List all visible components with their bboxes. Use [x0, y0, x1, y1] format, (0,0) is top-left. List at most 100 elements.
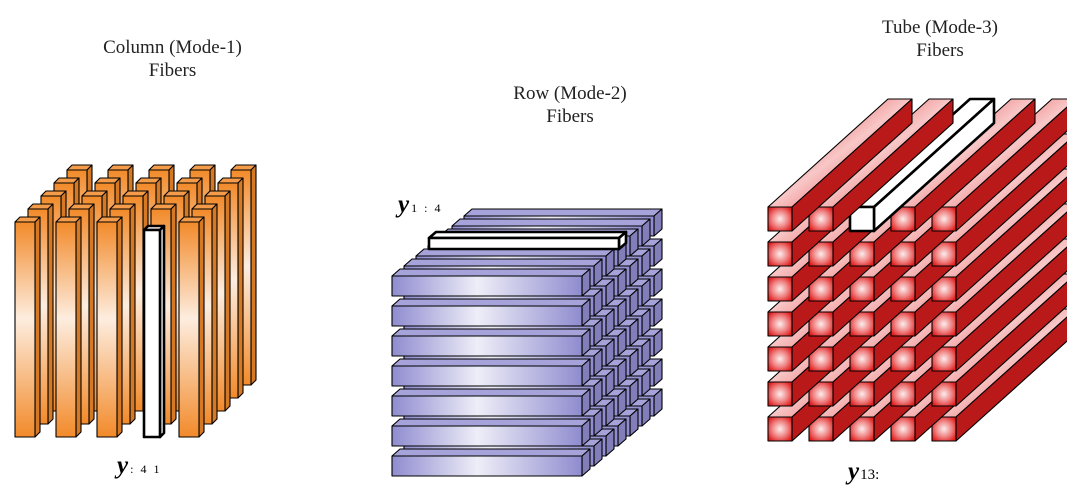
row-fibers-title: Row (Mode-2) Fibers — [500, 82, 640, 128]
column-fiber-side — [129, 203, 136, 425]
tube-fiber-front — [767, 206, 793, 232]
column-fiber-side — [170, 203, 177, 425]
row-fiber-top — [391, 388, 591, 397]
tube-fiber-front — [931, 276, 957, 302]
tube-title-line1: Tube (Mode-3) — [882, 17, 998, 38]
column-fibers-panel: Column (Mode-1) Fibers y: 4 1 — [0, 0, 340, 500]
column-fiber — [55, 216, 82, 438]
row-fiber — [391, 388, 591, 417]
row-fiber-top — [391, 328, 591, 337]
column-fiber-side — [116, 216, 123, 438]
tube-fiber-front — [849, 276, 875, 302]
tube-fiber-front — [890, 276, 916, 302]
column-fiber-side — [34, 216, 41, 438]
row-fiber-front — [391, 455, 583, 477]
tube-fiber-front — [808, 346, 834, 372]
column-fiber — [96, 216, 123, 438]
column-fiber-label: y: 4 1 — [117, 452, 161, 480]
tube-fiber-highlighted-front — [848, 205, 876, 233]
tube-fiber-front — [808, 416, 834, 442]
tube-fiber-front — [767, 416, 793, 442]
column-fiber-side — [237, 177, 244, 399]
row-title-line2: Fibers — [546, 106, 594, 127]
tube-fiber-front — [808, 311, 834, 337]
row-fiber — [391, 328, 591, 357]
tube-fiber-front — [767, 241, 793, 267]
row-fibers-diagram — [391, 208, 663, 477]
row-fiber-highlighted — [427, 230, 628, 251]
column-label-symbol: y — [117, 452, 129, 479]
row-fiber — [391, 268, 591, 297]
column-fiber-side — [47, 203, 54, 425]
tube-fiber-label: y13: — [848, 458, 879, 486]
tube-fiber-front — [808, 381, 834, 407]
column-fiber-side — [198, 216, 205, 438]
row-fiber-top — [391, 418, 591, 427]
tube-fiber-front — [849, 241, 875, 267]
tube-fiber-front — [931, 381, 957, 407]
column-label-subscript: : 4 1 — [130, 462, 162, 476]
tube-fibers-diagram — [767, 97, 1067, 442]
column-fiber-front — [96, 221, 118, 438]
tube-fiber-front — [767, 346, 793, 372]
row-fiber-top — [403, 258, 603, 267]
column-fiber-front — [55, 221, 77, 438]
tube-fiber-front — [931, 311, 957, 337]
tube-fiber-front — [767, 381, 793, 407]
column-fiber-side — [224, 190, 231, 412]
column-fiber-side — [211, 203, 218, 425]
tube-fiber-front — [890, 241, 916, 267]
tube-fiber-front — [931, 206, 957, 232]
row-title-line1: Row (Mode-2) — [513, 83, 627, 104]
tube-fiber-front — [808, 241, 834, 267]
column-fiber — [178, 216, 205, 438]
row-fiber — [391, 358, 591, 387]
tube-fiber-front — [849, 346, 875, 372]
row-label-subscript: 1 : 4 — [411, 201, 443, 215]
tube-fiber-front — [767, 311, 793, 337]
row-fiber-front — [391, 395, 583, 417]
tube-fiber-front — [890, 311, 916, 337]
column-fiber-side — [75, 216, 82, 438]
tube-fibers-title: Tube (Mode-3) Fibers — [870, 16, 1010, 62]
row-fiber-top — [391, 298, 591, 307]
row-fiber-top — [451, 218, 651, 227]
tube-fiber-front — [767, 276, 793, 302]
tube-fiber-front — [890, 381, 916, 407]
column-fiber-side — [88, 203, 95, 425]
tube-fiber-front — [931, 416, 957, 442]
row-fiber — [391, 448, 591, 477]
tube-label-subscript: 13: — [860, 467, 880, 483]
row-fiber — [391, 298, 591, 327]
row-fiber-highlighted-front — [427, 236, 621, 251]
row-fiber-top — [391, 448, 591, 457]
row-fiber-front — [391, 425, 583, 447]
tube-fiber-front — [849, 311, 875, 337]
row-fiber-front — [391, 335, 583, 357]
row-fiber-front — [391, 305, 583, 327]
column-fiber-side — [250, 164, 257, 386]
tube-fiber-front — [849, 381, 875, 407]
row-fiber-front — [391, 275, 583, 297]
column-fiber-front — [178, 221, 200, 438]
row-fiber-top — [391, 358, 591, 367]
tube-fiber-front — [808, 206, 834, 232]
row-fiber-front — [391, 365, 583, 387]
column-fiber-highlighted — [142, 224, 166, 439]
tube-fiber-front — [890, 346, 916, 372]
column-title-line1: Column (Mode-1) — [103, 37, 242, 58]
tube-fiber-front — [931, 241, 957, 267]
tube-fiber-front — [931, 346, 957, 372]
tube-fiber-front — [849, 416, 875, 442]
column-fibers-title: Column (Mode-1) Fibers — [100, 36, 245, 82]
tube-label-symbol: y — [848, 458, 860, 485]
column-fiber-front — [14, 221, 36, 438]
row-fiber — [391, 418, 591, 447]
tube-fiber-front — [808, 276, 834, 302]
tube-fibers-panel: Tube (Mode-3) Fibers y13: — [700, 0, 1067, 500]
tube-fiber-front — [890, 416, 916, 442]
tube-fiber-front — [890, 206, 916, 232]
